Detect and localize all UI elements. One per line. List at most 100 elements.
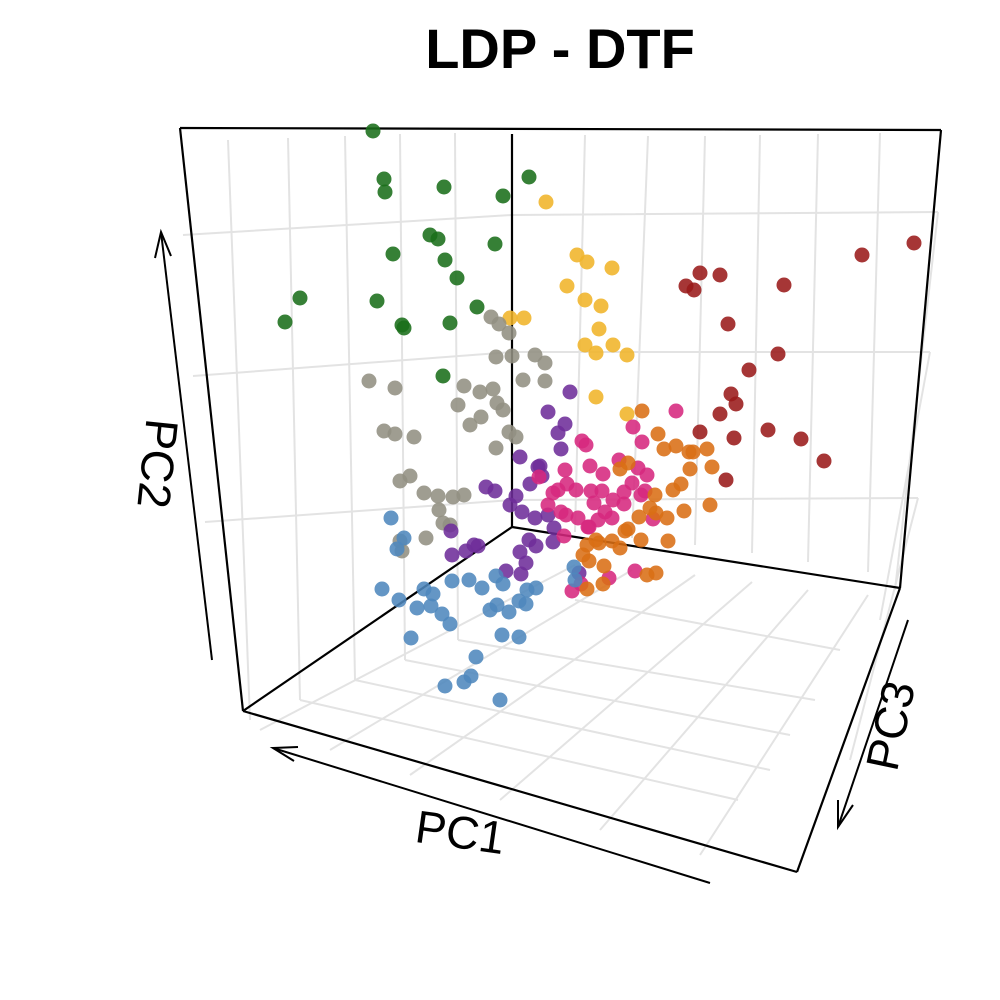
data-point: [374, 581, 390, 597]
data-point: [582, 458, 598, 474]
data-point: [504, 348, 520, 364]
data-point: [558, 507, 574, 523]
data-point: [639, 567, 655, 583]
pc3-arrowhead: [837, 800, 854, 831]
axis-box-edge: [178, 127, 245, 712]
data-point: [389, 541, 405, 557]
data-point: [550, 482, 566, 498]
data-point: [488, 349, 504, 365]
data-point: [495, 576, 511, 592]
data-point: [588, 345, 604, 361]
axis-box-edge: [795, 587, 902, 873]
data-point: [515, 372, 531, 388]
data-point: [557, 462, 573, 478]
data-point: [616, 484, 632, 500]
data-point: [583, 483, 599, 499]
grid-line: [574, 599, 841, 651]
data-point: [513, 566, 529, 582]
data-point: [712, 406, 728, 422]
pc2-axis-label: PC2: [127, 416, 188, 510]
data-point: [527, 510, 543, 526]
data-point: [482, 602, 498, 618]
data-point: [726, 430, 742, 446]
series-2: [502, 194, 635, 422]
data-point: [495, 402, 511, 418]
data-point: [619, 406, 635, 422]
data-point: [619, 347, 635, 363]
grid-line: [699, 594, 869, 856]
data-point: [512, 544, 528, 560]
data-point: [442, 616, 458, 632]
data-point: [668, 438, 684, 454]
data-point: [580, 519, 596, 535]
data-point: [668, 403, 684, 419]
data-point: [521, 169, 537, 185]
data-point: [501, 604, 517, 620]
data-point: [634, 403, 650, 419]
data-point: [595, 576, 611, 592]
data-point: [553, 441, 569, 457]
data-point: [578, 437, 594, 453]
data-point: [702, 497, 718, 513]
data-point: [474, 580, 490, 596]
data-point: [537, 373, 553, 389]
data-point: [528, 580, 544, 596]
grid-line: [344, 135, 356, 681]
axis-box-edge: [511, 525, 901, 590]
data-point: [906, 235, 922, 251]
data-point: [396, 320, 412, 336]
data-point: [586, 495, 602, 511]
grid-line: [354, 679, 771, 771]
data-point: [528, 538, 544, 554]
data-point: [495, 188, 511, 204]
axis-box-edge: [898, 129, 943, 589]
data-point: [518, 596, 534, 612]
data-point: [472, 384, 488, 400]
data-point: [512, 449, 528, 465]
data-point: [660, 533, 676, 549]
data-point: [456, 378, 472, 394]
data-point: [392, 473, 408, 489]
data-point: [473, 409, 489, 425]
data-point: [577, 337, 593, 353]
data-point: [540, 497, 556, 513]
data-point: [406, 429, 422, 445]
data-point: [685, 444, 701, 460]
data-point: [596, 558, 612, 574]
data-point: [458, 543, 474, 559]
data-point: [559, 278, 575, 294]
pc1-axis-label: PC1: [412, 800, 508, 864]
data-point: [605, 337, 621, 353]
grid-line: [599, 589, 809, 831]
data-point: [501, 325, 517, 341]
data-point: [537, 355, 553, 371]
data-point: [416, 485, 432, 501]
data-point: [387, 380, 403, 396]
data-point: [443, 523, 459, 539]
data-point: [430, 488, 446, 504]
grid-line: [457, 639, 816, 701]
data-point: [570, 510, 586, 526]
grid-line: [287, 137, 301, 701]
grid-line: [227, 139, 251, 721]
data-point: [487, 483, 503, 499]
data-point: [430, 231, 446, 247]
data-point: [776, 277, 792, 293]
data-point: [361, 373, 377, 389]
data-point: [485, 381, 501, 397]
data-point: [625, 419, 641, 435]
data-point: [502, 310, 518, 326]
data-point: [566, 559, 582, 575]
data-point: [604, 260, 620, 276]
data-point: [442, 315, 458, 331]
data-points: [277, 123, 922, 708]
data-point: [647, 487, 663, 503]
pc1-axis-arrow: [272, 747, 711, 884]
data-point: [435, 368, 451, 384]
grid-line: [499, 581, 753, 801]
data-point: [760, 422, 776, 438]
grid: [182, 132, 939, 856]
data-point: [656, 441, 672, 457]
data-point: [581, 553, 597, 569]
